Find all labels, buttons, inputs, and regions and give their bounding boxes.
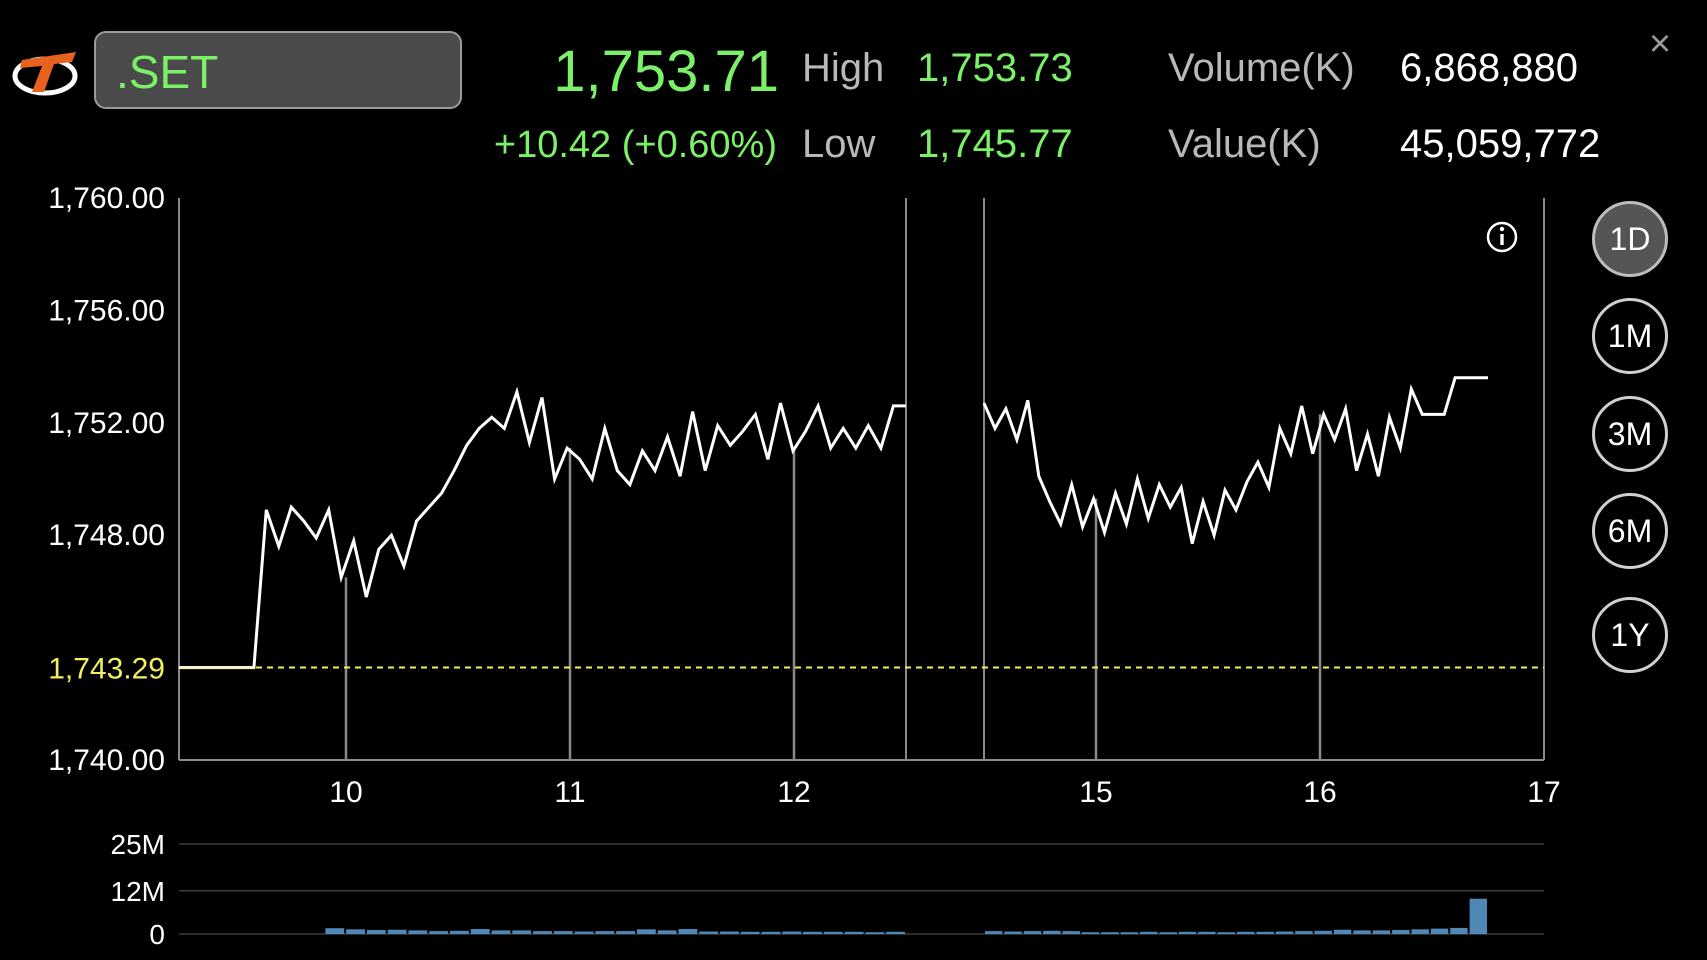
volume-tick-label: 12M (111, 876, 165, 907)
x-tick-label: 15 (1079, 776, 1112, 809)
volume-bar (1062, 931, 1080, 934)
brand-logo (12, 52, 78, 96)
symbol-value: .SET (116, 46, 219, 98)
volume-bar (512, 930, 532, 934)
range-button-6m[interactable]: 6M (1592, 493, 1668, 569)
y-tick-label: 1,748.00 (48, 519, 165, 552)
high-label: High (802, 46, 885, 90)
volume-bar (1043, 930, 1061, 934)
volume-bar (803, 931, 822, 934)
volume-bar (844, 931, 864, 934)
volume-bar (533, 931, 552, 934)
volume-bar (346, 929, 365, 934)
volume-bar (429, 931, 449, 934)
volume-bar (470, 929, 490, 934)
volume-bar (1004, 931, 1022, 934)
volume-bar (1469, 898, 1487, 934)
volume-bar (1217, 932, 1235, 934)
range-button-1m[interactable]: 1M (1592, 298, 1668, 374)
volume-bar (678, 929, 698, 934)
volume-bar (865, 932, 885, 934)
volume-bar (325, 928, 345, 934)
x-tick-label: 12 (777, 776, 810, 809)
volume-bar (1159, 932, 1177, 934)
volume-bar (1295, 931, 1313, 934)
volume-bar (1101, 932, 1119, 934)
price-line-afternoon (982, 376, 1488, 544)
volume-bar (366, 930, 386, 934)
close-icon[interactable]: × (1648, 23, 1672, 65)
volume-bar (1372, 930, 1391, 934)
low-label: Low (802, 122, 876, 166)
volume-bar (595, 931, 615, 934)
volume-bar (761, 931, 781, 934)
volume-bar (1120, 932, 1139, 934)
volume-bar (450, 930, 469, 934)
volume-bar (1411, 929, 1429, 934)
volume-bar (1430, 928, 1449, 934)
price-line-morning (179, 386, 906, 670)
x-tick-label: 10 (329, 776, 362, 809)
y-tick-label: 1,752.00 (48, 407, 165, 440)
range-button-3m[interactable]: 3M (1592, 396, 1668, 472)
high-value: 1,753.73 (917, 46, 1073, 90)
range-button-1y[interactable]: 1Y (1592, 597, 1668, 673)
volume-bar (1140, 931, 1158, 934)
volume-bar (1314, 930, 1332, 934)
volume-bar (491, 930, 511, 934)
x-tick-label: 17 (1527, 776, 1560, 809)
last-price: 1,753.71 (553, 39, 779, 104)
x-tick-label: 16 (1303, 776, 1336, 809)
volume-bar (553, 931, 573, 934)
y-tick-label: 1,760.00 (48, 182, 165, 215)
volume-bar (740, 931, 760, 934)
volume-bar (1081, 932, 1100, 934)
value-label: Value(K) (1168, 122, 1321, 166)
volume-bar (699, 931, 719, 934)
volume-bar (387, 929, 407, 934)
volume-bar (1237, 931, 1255, 934)
volume-bar (574, 931, 594, 934)
volume-bar (1450, 927, 1468, 934)
volume-bar (720, 931, 739, 934)
volume-label: Volume(K) (1168, 46, 1355, 90)
volume-bar (1333, 929, 1352, 934)
symbol-input[interactable]: .SET (94, 31, 462, 109)
volume-tick-label: 0 (149, 919, 165, 950)
volume-bar (1392, 930, 1410, 934)
volume-bar (985, 931, 1003, 934)
volume-bar (408, 930, 428, 934)
y-tick-label: 1,740.00 (48, 744, 165, 777)
volume-bar (1023, 931, 1042, 934)
volume-bar (823, 931, 843, 934)
price-change: +10.42 (+0.60%) (493, 124, 777, 166)
volume-bar (1256, 931, 1274, 934)
x-tick-label: 11 (554, 776, 585, 809)
low-value: 1,745.77 (917, 122, 1073, 166)
volume-bar (616, 931, 635, 934)
volume-tick-label: 25M (111, 829, 165, 860)
volume-bar (1353, 930, 1371, 934)
prev-close-label: 1,743.29 (48, 653, 165, 686)
volume-bar (637, 929, 656, 934)
volume-bar (657, 930, 677, 934)
volume-bar (886, 931, 905, 934)
info-icon[interactable] (1486, 221, 1518, 253)
range-button-1d[interactable]: 1D (1592, 201, 1668, 277)
volume-bar (1198, 931, 1216, 934)
volume-value: 6,868,880 (1400, 46, 1578, 90)
volume-bar (782, 931, 802, 934)
volume-bar (1275, 931, 1294, 934)
value-value: 45,059,772 (1400, 122, 1601, 166)
y-tick-label: 1,756.00 (48, 294, 165, 327)
volume-bar (1178, 931, 1197, 934)
